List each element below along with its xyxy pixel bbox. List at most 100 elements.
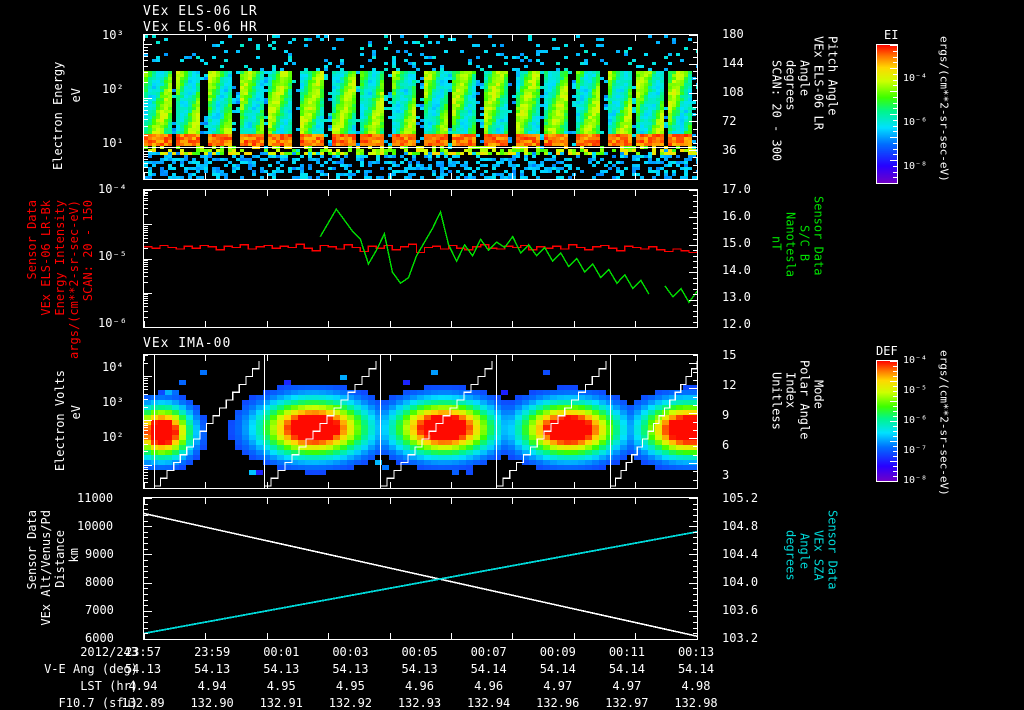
- colorbar-def-tick-5: 10⁻⁸: [903, 475, 927, 486]
- colorbar-def-title: DEF: [876, 344, 898, 358]
- footer-cell-r2-c0: 4.94: [111, 679, 175, 693]
- panel4-ticks: [144, 498, 697, 639]
- footer-cell-r1-c2: 54.13: [249, 662, 313, 676]
- panel3-right-label-2: Polar Angle: [798, 360, 811, 439]
- panel2-rtick-15: 15.0: [722, 236, 751, 250]
- panel3-title: VEx IMA-00: [143, 336, 231, 351]
- panel1-left-axis-units: eV: [70, 88, 83, 102]
- colorbar-ei-tick-2: 10⁻⁶: [903, 117, 927, 128]
- panel4-left-label-4: km: [68, 548, 81, 562]
- panel2-rtick-17: 17.0: [722, 182, 751, 196]
- panel1-ytick-1e2: 10²: [102, 82, 124, 96]
- panel1-ticks: [144, 35, 697, 179]
- panel1-right-label-scan: SCAN: 20 - 300: [770, 60, 783, 161]
- footer-cell-r1-c3: 54.13: [318, 662, 382, 676]
- panel1-left-label-1: Electron Energy: [51, 62, 65, 170]
- panel3-rtick-6: 6: [722, 438, 729, 452]
- panel4-right-label-1: Sensor Data: [826, 510, 839, 589]
- panel3-rtick-3: 3: [722, 468, 729, 482]
- panel1-ytick-1e1: 10¹: [102, 136, 124, 150]
- panel4-rtick-1040: 104.0: [722, 575, 758, 589]
- footer-cell-r2-c4: 4.96: [388, 679, 452, 693]
- panel1-rtick-36: 36: [722, 143, 736, 157]
- panel4-left-label-3: Distance: [54, 530, 67, 588]
- panel2-ytick-1e-8: 10⁻⁶: [98, 316, 127, 330]
- panel1-title-hr: VEx ELS-06 HR: [143, 20, 258, 35]
- panel1-right-label-sensor: VEx ELS-06 LR: [812, 36, 825, 130]
- footer-cell-r2-c5: 4.96: [457, 679, 521, 693]
- footer-cell-r0-c4: 00:05: [388, 645, 452, 659]
- footer-cell-r1-c5: 54.14: [457, 662, 521, 676]
- colorbar-def: [876, 360, 898, 482]
- panel1-right-label-degrees: degrees: [784, 60, 797, 111]
- panel4-rtick-1032: 103.2: [722, 631, 758, 645]
- colorbar-def-gradient: [877, 361, 897, 481]
- panel3-left-label-2: eV: [70, 405, 83, 419]
- panel4-right-label-4: degrees: [784, 530, 797, 581]
- panel4-plot-area[interactable]: [143, 497, 698, 640]
- panel2-right-label-3: Nanotesla: [784, 212, 797, 277]
- panel3-right-label-3: Index: [784, 372, 797, 408]
- colorbar-ei-tick-3: 10⁻⁸: [903, 161, 927, 172]
- footer-cell-r2-c1: 4.94: [180, 679, 244, 693]
- panel4-left-label-2: VEx Alt/Venus/Pd: [40, 510, 53, 626]
- footer-cell-r1-c7: 54.14: [595, 662, 659, 676]
- panel3-ytick-1e3: 10³: [102, 395, 124, 409]
- footer-cell-r0-c8: 00:13: [664, 645, 728, 659]
- panel4-rtick-1048: 104.8: [722, 519, 758, 533]
- panel1-rtick-108: 108: [722, 85, 744, 99]
- panel1-rtick-180: 180: [722, 27, 744, 41]
- colorbar-def-tick-1: 10⁻⁴: [903, 355, 927, 366]
- colorbar-ei-unit: ergs/(cm**2-sr-sec-eV): [938, 36, 950, 182]
- footer-cell-r1-c0: 54.13: [111, 662, 175, 676]
- panel2-plot-area[interactable]: [143, 189, 698, 328]
- footer-cell-r1-c1: 54.13: [180, 662, 244, 676]
- footer-cell-r1-c4: 54.13: [388, 662, 452, 676]
- panel2-rtick-13: 13.0: [722, 290, 751, 304]
- panel2-rtick-16: 16.0: [722, 209, 751, 223]
- panel4-ytick-10000: 10000: [77, 519, 113, 533]
- panel4-rtick-1044: 104.4: [722, 547, 758, 561]
- panel3-right-label-4: Unitless: [770, 372, 783, 430]
- panel2-ytick-1e-6: 10⁻⁵: [98, 249, 127, 263]
- footer-cell-r2-c3: 4.95: [318, 679, 382, 693]
- panel2-rtick-14: 14.0: [722, 263, 751, 277]
- panel3-right-label-1: Mode: [812, 380, 825, 409]
- panel1-title-lr: VEx ELS-06 LR: [143, 4, 258, 19]
- footer-cell-r2-c2: 4.95: [249, 679, 313, 693]
- panel4-ytick-8000: 8000: [85, 575, 114, 589]
- colorbar-def-tick-4: 10⁻⁷: [903, 445, 927, 456]
- panel1-plot-area[interactable]: [143, 34, 698, 180]
- panel4-rtick-1036: 103.6: [722, 603, 758, 617]
- footer-cell-r2-c6: 4.97: [526, 679, 590, 693]
- panel2-left-label-4: args/(cm**2-sr-sec-eV): [68, 200, 81, 359]
- panel2-right-label-2: S/C B: [798, 225, 811, 261]
- panel1-left-axis-label: Electron Energy: [52, 40, 65, 170]
- panel3-left-label-1: Electron Volts: [54, 370, 67, 471]
- footer-cell-r0-c7: 00:11: [595, 645, 659, 659]
- footer-cell-r1-c6: 54.14: [526, 662, 590, 676]
- panel4-ytick-11000: 11000: [77, 491, 113, 505]
- footer-cell-r2-c8: 4.98: [664, 679, 728, 693]
- panel4-right-label-3: Angle: [798, 533, 811, 569]
- panel4-right-label-2: VEx SZA: [812, 530, 825, 581]
- panel1-rtick-72: 72: [722, 114, 736, 128]
- panel1-right-label-pitch: Pitch Angle: [826, 36, 839, 115]
- footer-cell-r1-c8: 54.14: [664, 662, 728, 676]
- panel3-ticks: [144, 355, 697, 488]
- panel2-right-label-4: nT: [770, 236, 783, 250]
- colorbar-ei-tick-1: 10⁻⁴: [903, 73, 927, 84]
- colorbar-ei-title: EI: [884, 28, 898, 42]
- panel3-rtick-9: 9: [722, 408, 729, 422]
- footer-cell-r0-c3: 00:03: [318, 645, 382, 659]
- footer-cell-r0-c5: 00:07: [457, 645, 521, 659]
- panel3-plot-area[interactable]: [143, 354, 698, 489]
- panel3-ytick-1e4: 10⁴: [102, 360, 124, 374]
- panel1-rtick-144: 144: [722, 56, 744, 70]
- footer-cell-r2-c7: 4.97: [595, 679, 659, 693]
- colorbar-def-tick-2: 10⁻⁵: [903, 385, 927, 396]
- colorbar-def-unit: ergs/(cm**2-sr-sec-eV): [938, 350, 950, 496]
- colorbar-def-tick-3: 10⁻⁶: [903, 415, 927, 426]
- panel2-left-label-3: Energy Intensity: [54, 200, 67, 316]
